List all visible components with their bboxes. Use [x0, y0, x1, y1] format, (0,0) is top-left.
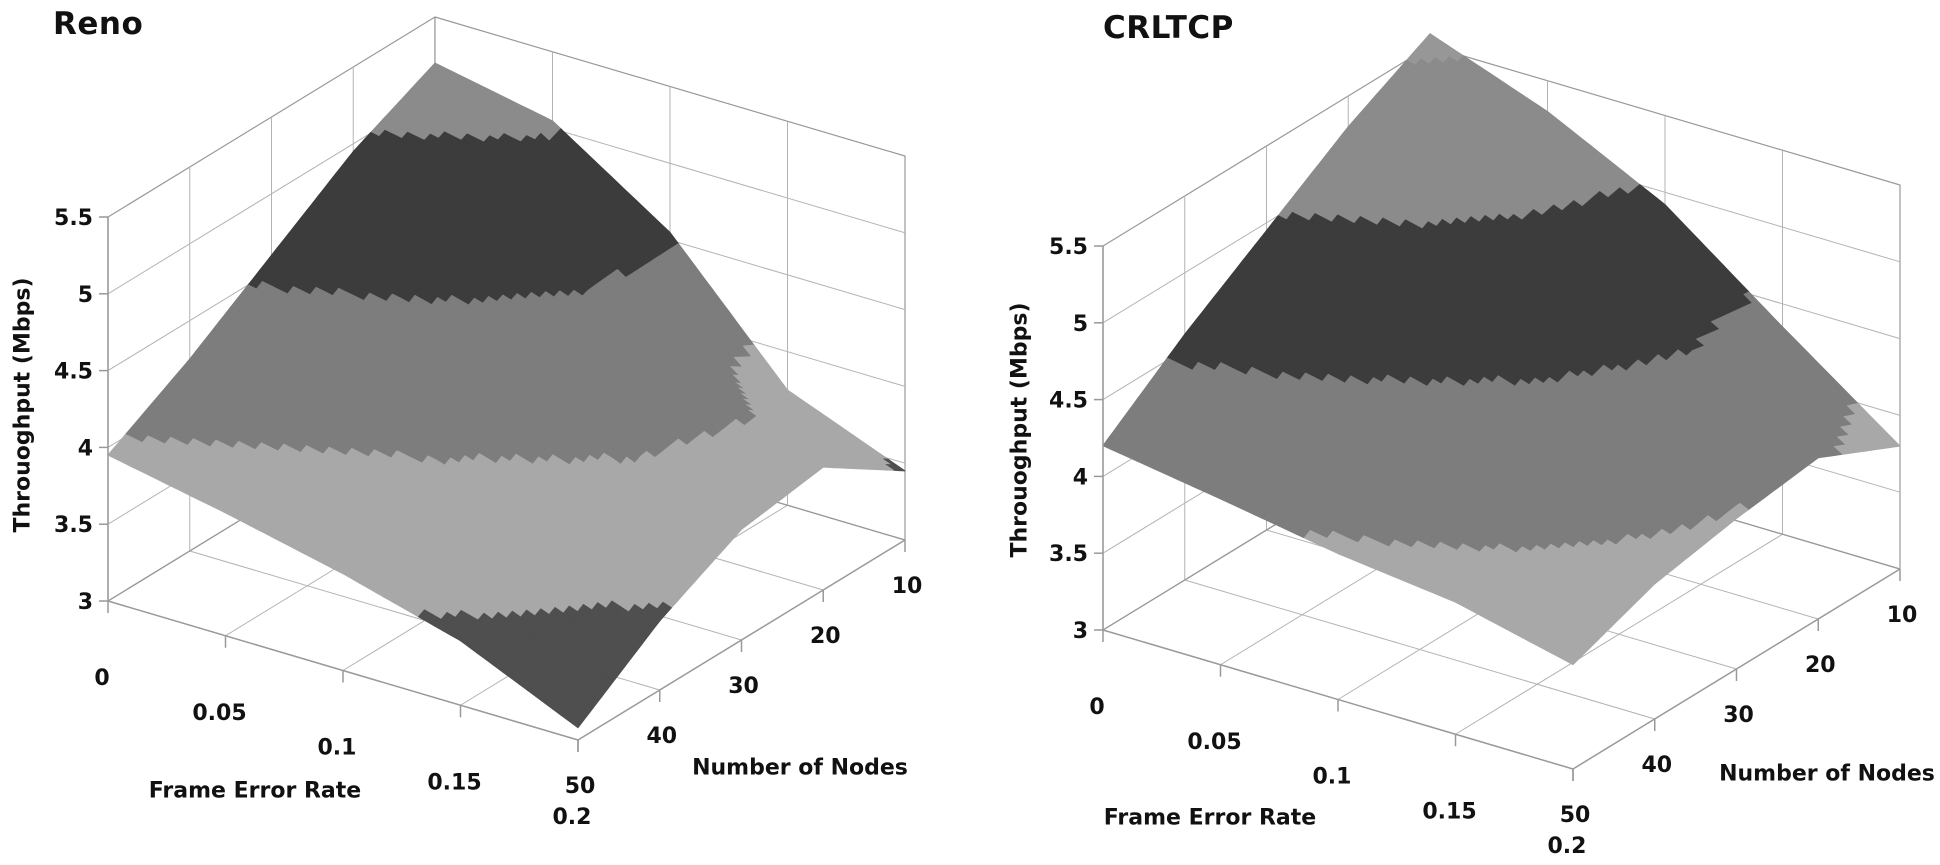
chart-crltcp: 3 3.5 4 4.5 5 5.5 0 0.05 0.1 0.15 0.2 10 20 30 40 50 — [1049, 33, 1917, 859]
tick-label: 4 — [1073, 465, 1088, 490]
number-of-nodes-axis-label-reno: Number of Nodes — [692, 755, 908, 781]
tick-label: 10 — [892, 574, 923, 599]
chart-reno: 3 3.5 4 4.5 5 5.5 0 0.05 0.1 0.15 0.2 10 20 30 40 50 — [54, 16, 922, 830]
tick-label: 0.2 — [1548, 834, 1587, 859]
frame-error-rate-axis-label-crltcp: Frame Error Rate — [1103, 805, 1317, 831]
number-of-nodes-axis-label-crltcp: Number of Nodes — [1719, 761, 1935, 787]
tick-label: 0 — [1089, 695, 1104, 720]
tick-label: 0.15 — [1422, 799, 1476, 824]
tick-label: 0.05 — [192, 701, 246, 726]
tick-label: 0.1 — [1313, 765, 1352, 790]
tick-label: 50 — [565, 774, 596, 799]
tick-label: 5.5 — [1049, 235, 1088, 260]
surface — [1102, 33, 1901, 666]
tick-label: 0.1 — [318, 736, 357, 761]
tick-label: 0.2 — [553, 805, 592, 830]
axes: 3 3.5 4 4.5 5 5.5 0 0.05 0.1 0.15 0.2 10 20 30 40 50 — [1049, 235, 1917, 859]
tick-label: 4.5 — [1049, 389, 1088, 414]
tick-label: 0.05 — [1187, 730, 1241, 755]
tick-label: 10 — [1887, 603, 1918, 628]
tick-label: 0 — [94, 666, 109, 691]
tick-label: 3.5 — [54, 513, 93, 538]
tick-label: 4.5 — [54, 360, 93, 385]
chart-title-reno: Reno — [53, 6, 144, 42]
tick-label: 5.5 — [54, 206, 93, 231]
surface — [107, 62, 906, 729]
chart-title-crltcp: CRLTCP — [1103, 10, 1234, 46]
axes: 3 3.5 4 4.5 5 5.5 0 0.05 0.1 0.15 0.2 10 20 30 40 50 — [54, 206, 922, 830]
throughput-axis-label-crltcp: Throuoghput (Mbps) — [1007, 302, 1033, 558]
tick-label: 3 — [1073, 619, 1088, 644]
tick-label: 30 — [1723, 703, 1754, 728]
tick-label: 50 — [1560, 803, 1591, 828]
tick-label: 40 — [646, 724, 677, 749]
tick-label: 30 — [728, 674, 759, 699]
tick-label: 40 — [1641, 753, 1672, 778]
tick-label: 20 — [810, 624, 841, 649]
tick-label: 3 — [78, 590, 93, 615]
tick-label: 0.15 — [427, 770, 481, 795]
tick-label: 5 — [78, 283, 93, 308]
tick-label: 3.5 — [1049, 542, 1088, 567]
tick-label: 5 — [1073, 312, 1088, 337]
tick-label: 4 — [78, 436, 93, 461]
frame-error-rate-axis-label-reno: Frame Error Rate — [148, 778, 362, 804]
tick-label: 20 — [1805, 653, 1836, 678]
throughput-axis-label-reno: Throuoghput (Mbps) — [10, 277, 36, 533]
